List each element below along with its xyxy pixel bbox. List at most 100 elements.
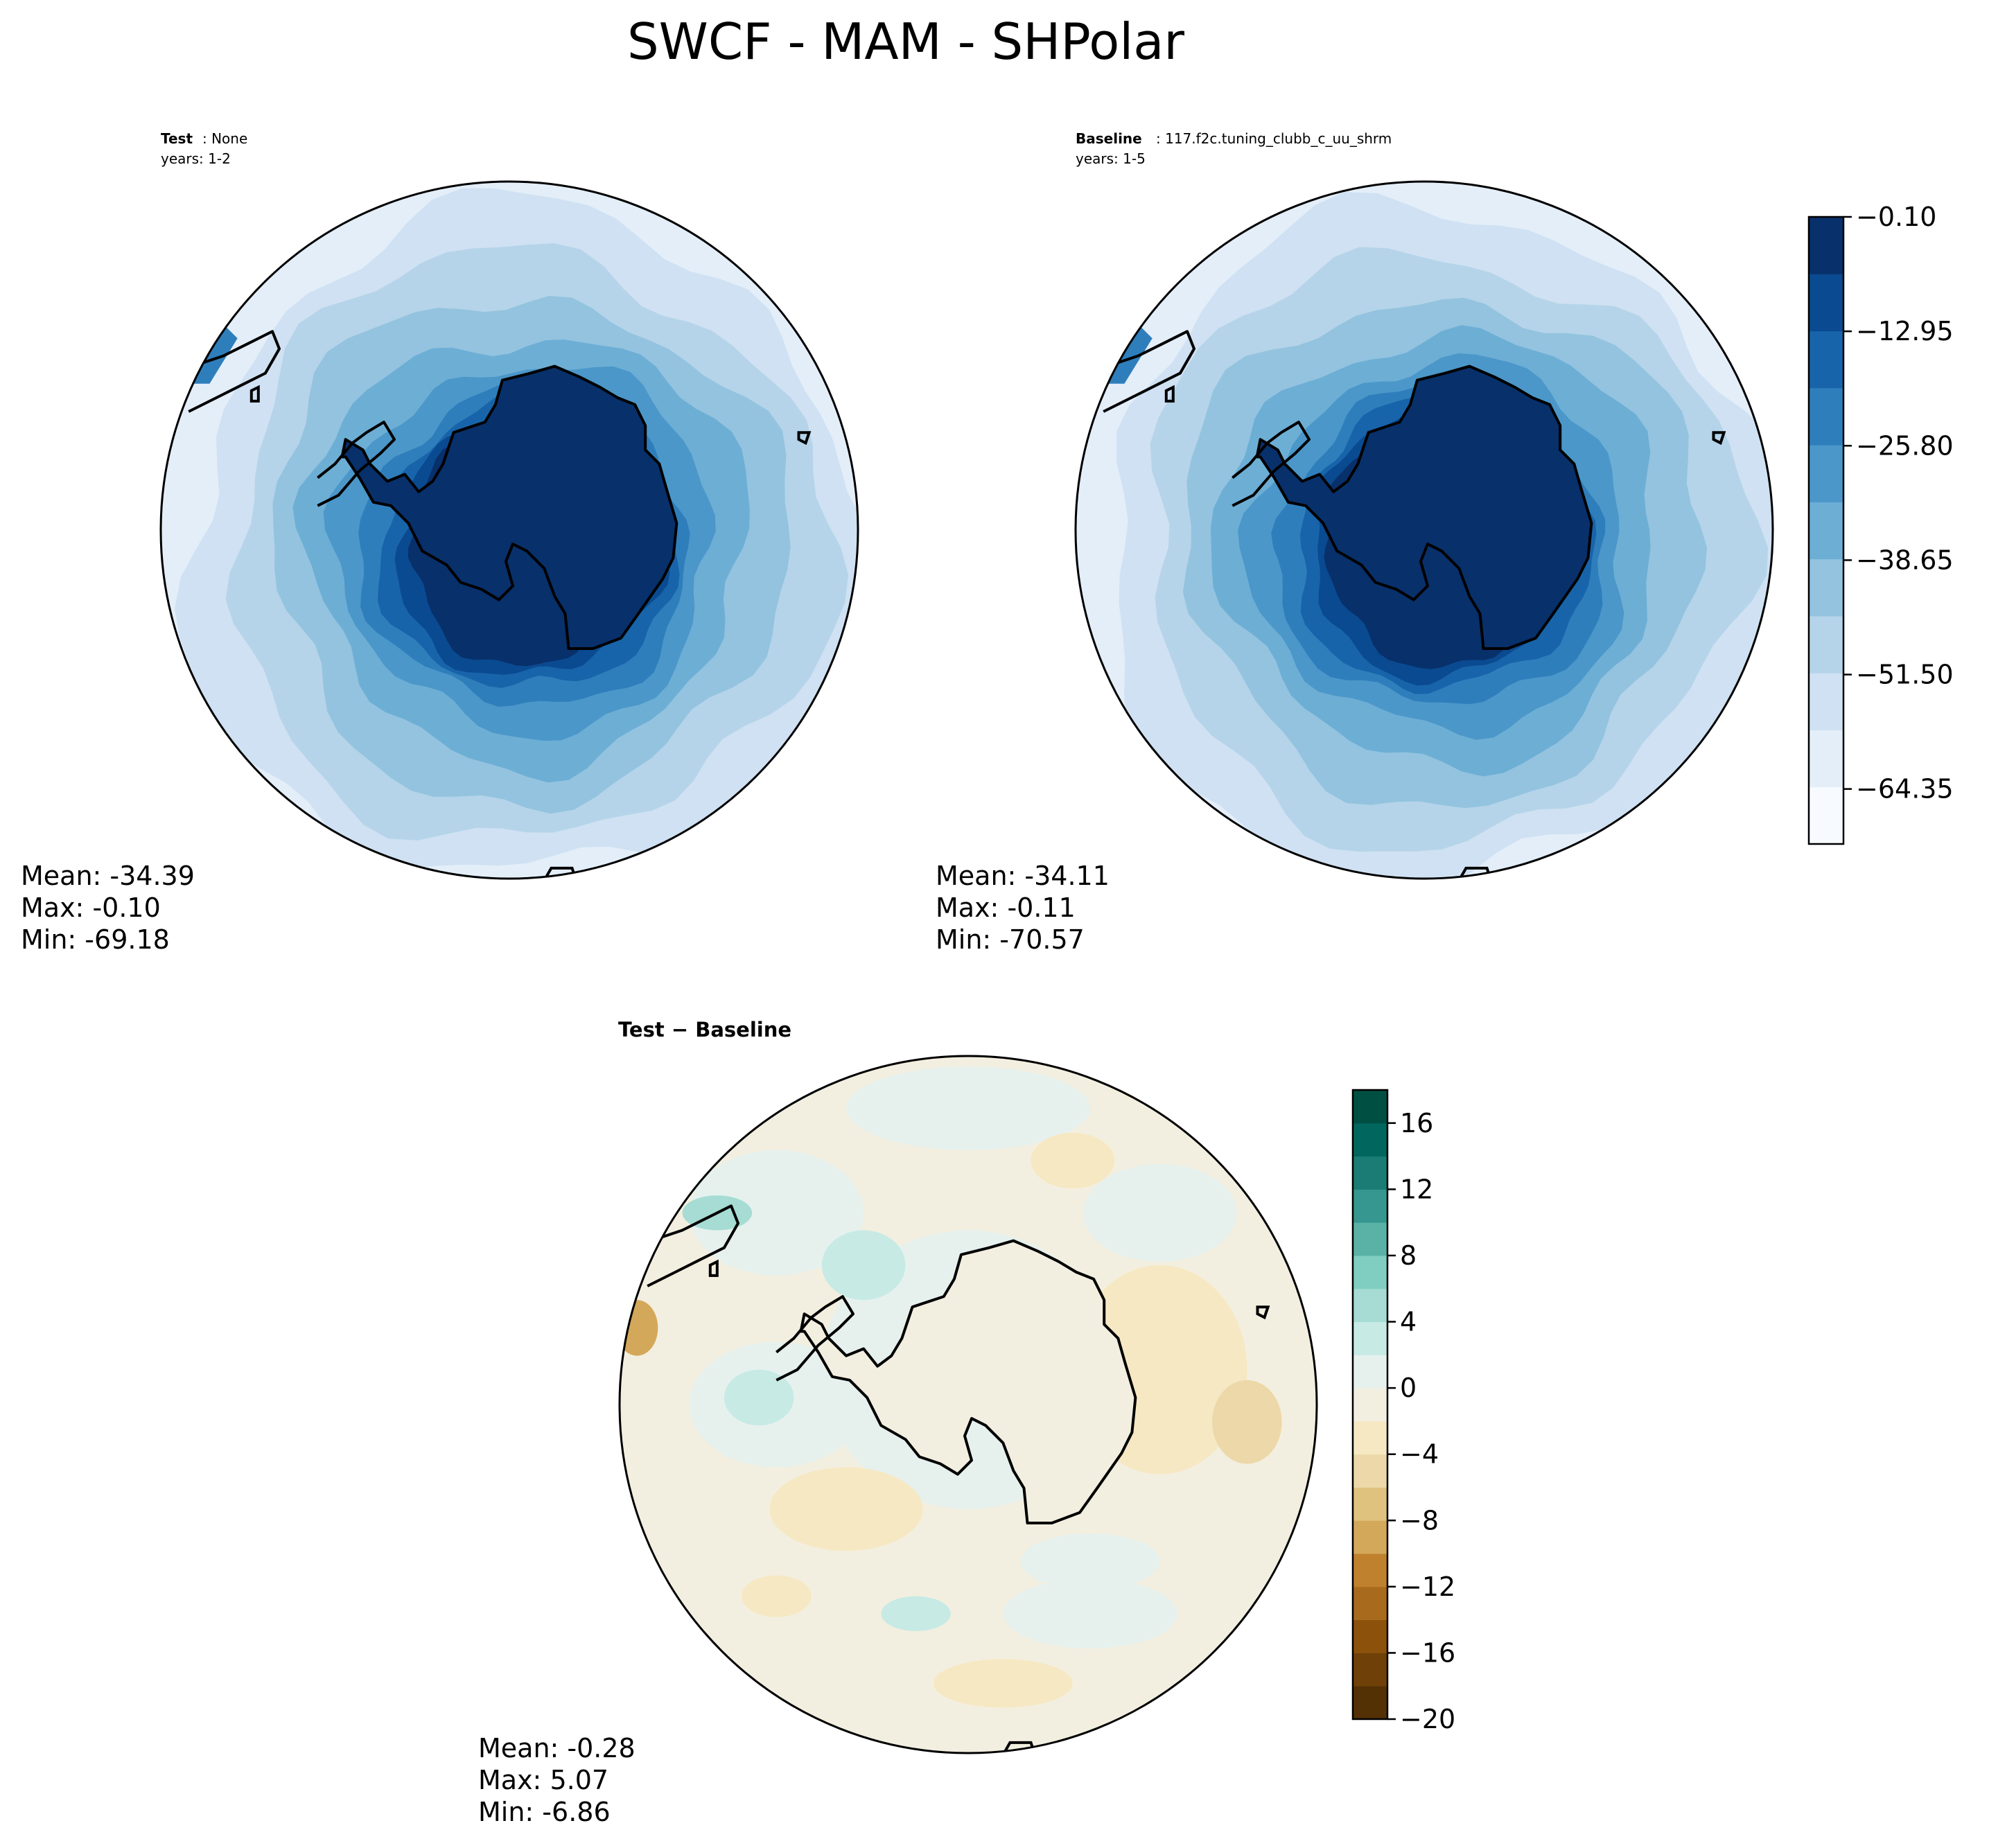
colorbar-main-bin-2 (1809, 730, 1843, 788)
colorbar-diff: 16 12 8 4 0 −4 −8 −12 −16 −20 (1351, 1089, 1455, 1734)
diff-contour-3 (689, 1150, 864, 1276)
diff-mean: Mean: -0.28 (478, 1733, 636, 1763)
diff-title: Test − Baseline (618, 1018, 791, 1041)
colorbar-main-bin-4 (1809, 615, 1843, 674)
colorbar-diff-bin-4 (1353, 1586, 1387, 1621)
colorbar-main-tick-label-1: −0.10 (1856, 202, 1936, 232)
colorbar-diff-bin-9 (1353, 1420, 1387, 1455)
test-map-border (159, 180, 859, 880)
colorbar-diff-bin-2 (1353, 1653, 1387, 1687)
diff-contour-13 (933, 1659, 1073, 1708)
panel-test: Test : None years: 1-2 Mean: -34.39 Max:… (21, 130, 859, 955)
colorbar-diff-tick-label-1: 16 (1400, 1108, 1433, 1138)
diff-contour-15 (1003, 1578, 1177, 1649)
diff-contour-6 (724, 1369, 794, 1426)
test-label-bold: Test (161, 130, 193, 147)
diff-new-zealand-coast (994, 1741, 1040, 1753)
baseline-peninsula-coast (1232, 421, 1311, 507)
colorbar-diff-tick-label-10: −20 (1400, 1704, 1455, 1734)
colorbar-diff-bin-11 (1353, 1355, 1387, 1389)
test-island-east-coast (797, 431, 812, 446)
diff-island-coast (708, 1259, 719, 1277)
diff-antarctica-coast (799, 1239, 1137, 1524)
diff-contour-8 (1020, 1533, 1160, 1590)
colorbar-diff-tick-label-8: −12 (1400, 1572, 1455, 1602)
diff-contour-12 (742, 1575, 812, 1617)
test-years: years: 1-2 (161, 150, 231, 167)
figure-title: SWCF - MAM - SHPolar (627, 12, 1184, 71)
diff-contour-2 (1083, 1163, 1237, 1262)
colorbar-main-bin-3 (1809, 673, 1843, 730)
baseline-max: Max: -0.11 (936, 892, 1076, 923)
colorbar-diff-bin-13 (1353, 1288, 1387, 1323)
colorbar-diff-bin-1 (1353, 1686, 1387, 1720)
colorbar-diff-tick-label-4: 4 (1400, 1307, 1417, 1337)
diff-peninsula-coast (776, 1295, 855, 1382)
baseline-mean: Mean: -34.11 (936, 861, 1110, 891)
colorbar-diff-bin-18 (1353, 1123, 1387, 1157)
colorbar-main-bin-10 (1809, 274, 1843, 332)
test-min: Min: -69.18 (21, 924, 170, 955)
colorbar-diff-tick-label-2: 12 (1400, 1174, 1433, 1204)
colorbar-diff-bin-15 (1353, 1222, 1387, 1256)
colorbar-diff-bin-8 (1353, 1454, 1387, 1488)
colorbar-main-frame (1807, 215, 1845, 845)
baseline-antarctica-coast (1255, 364, 1593, 650)
test-south-america-coast (177, 330, 281, 413)
diff-island-east-coast (1256, 1305, 1270, 1320)
test-map (161, 182, 858, 879)
diff-contour-14 (821, 1230, 906, 1301)
diff-contour-11 (769, 1467, 923, 1551)
colorbar-main-bin-6 (1809, 502, 1843, 560)
colorbar-diff-bin-3 (1353, 1619, 1387, 1653)
test-label-rest: : None (202, 130, 247, 147)
test-island-coast (249, 385, 260, 403)
colorbar-diff-bin-16 (1353, 1189, 1387, 1223)
colorbar-diff-frame (1351, 1089, 1389, 1721)
diff-map (620, 1056, 1317, 1753)
colorbar-diff-tick-label-5: 0 (1400, 1373, 1417, 1403)
colorbar-diff-tick-label-9: −16 (1400, 1637, 1455, 1668)
diff-max: Max: 5.07 (478, 1765, 608, 1795)
baseline-label-rest: : 117.f2c.tuning_clubb_c_uu_shrm (1156, 130, 1392, 147)
baseline-map-border (1074, 180, 1774, 880)
diff-min: Min: -6.86 (478, 1797, 611, 1827)
diff-contour-16 (881, 1596, 951, 1631)
colorbar-main-tick-label-6: −64.35 (1856, 774, 1954, 804)
colorbar-main-bin-9 (1809, 331, 1843, 389)
colorbar-diff-tick-label-7: −8 (1400, 1505, 1439, 1535)
test-peninsula-coast (317, 421, 396, 507)
test-mean: Mean: -34.39 (21, 861, 195, 891)
colorbar-main-bin-5 (1809, 558, 1843, 617)
colorbar-diff-bin-7 (1353, 1487, 1387, 1521)
diff-contour-10 (1212, 1380, 1282, 1464)
baseline-map (1076, 182, 1773, 879)
baseline-new-zealand-coast (1451, 866, 1496, 879)
panel-diff: Test − Baseline Mean: -0.28 Max: 5.07 Mi… (478, 1018, 1318, 1827)
colorbar-main-tick-label-5: −51.50 (1856, 660, 1954, 690)
colorbar-main-tick-label-3: −25.80 (1856, 430, 1954, 461)
colorbar-main-tick-label-2: −12.95 (1856, 316, 1954, 346)
colorbar-main: −0.10 −12.95 −25.80 −38.65 −51.50 −64.35 (1807, 202, 1954, 845)
colorbar-main-bin-1 (1809, 786, 1843, 845)
panel-baseline: Baseline : 117.f2c.tuning_clubb_c_uu_shr… (936, 130, 1774, 955)
test-antarctica-coast (340, 364, 678, 650)
colorbar-diff-bin-19 (1353, 1090, 1387, 1124)
colorbar-diff-bin-5 (1353, 1554, 1387, 1587)
diff-contour-18 (1031, 1132, 1115, 1189)
colorbar-diff-bin-14 (1353, 1255, 1387, 1290)
baseline-min: Min: -70.57 (936, 924, 1085, 955)
baseline-south-america-coast (1092, 330, 1195, 413)
colorbar-diff-bin-6 (1353, 1520, 1387, 1554)
colorbar-diff-bin-10 (1353, 1388, 1387, 1422)
colorbar-main-tick-label-4: −38.65 (1856, 545, 1954, 575)
diff-south-america-coast (636, 1204, 739, 1287)
colorbar-main-bin-8 (1809, 387, 1843, 446)
baseline-island-coast (1164, 385, 1175, 403)
colorbar-diff-bin-17 (1353, 1156, 1387, 1190)
colorbar-diff-bin-12 (1353, 1321, 1387, 1355)
colorbar-main-bin-7 (1809, 445, 1843, 502)
baseline-years: years: 1-5 (1076, 150, 1146, 167)
diff-contour-17 (620, 1300, 658, 1356)
